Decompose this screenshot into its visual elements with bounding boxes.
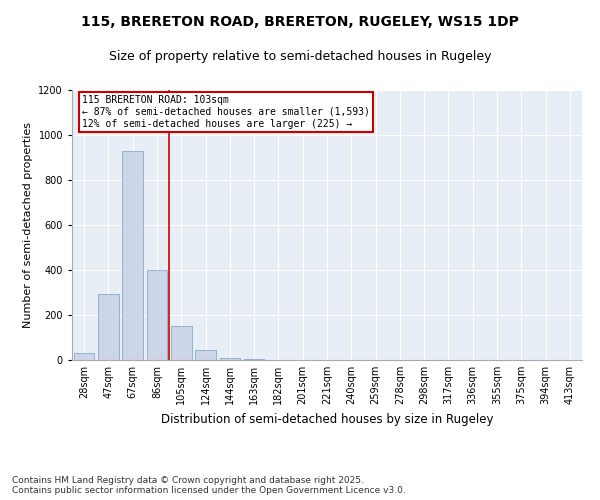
X-axis label: Distribution of semi-detached houses by size in Rugeley: Distribution of semi-detached houses by … <box>161 412 493 426</box>
Bar <box>98 294 119 360</box>
Bar <box>220 358 240 360</box>
Bar <box>171 326 191 360</box>
Text: 115, BRERETON ROAD, BRERETON, RUGELEY, WS15 1DP: 115, BRERETON ROAD, BRERETON, RUGELEY, W… <box>81 15 519 29</box>
Bar <box>195 350 216 360</box>
Y-axis label: Number of semi-detached properties: Number of semi-detached properties <box>23 122 33 328</box>
Text: Size of property relative to semi-detached houses in Rugeley: Size of property relative to semi-detach… <box>109 50 491 63</box>
Bar <box>74 353 94 360</box>
Bar <box>122 151 143 360</box>
Bar <box>146 270 167 360</box>
Text: Contains HM Land Registry data © Crown copyright and database right 2025.
Contai: Contains HM Land Registry data © Crown c… <box>12 476 406 495</box>
Text: 115 BRERETON ROAD: 103sqm
← 87% of semi-detached houses are smaller (1,593)
12% : 115 BRERETON ROAD: 103sqm ← 87% of semi-… <box>82 96 370 128</box>
